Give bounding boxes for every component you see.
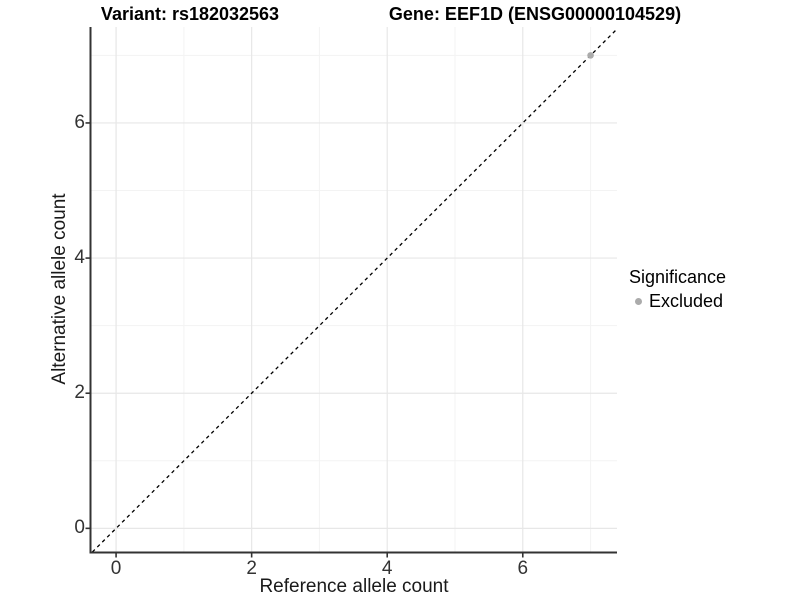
y-tick-label-2: 2 <box>74 382 85 404</box>
x-tick-label-2: 2 <box>246 558 257 579</box>
data-point-excluded <box>587 52 594 59</box>
legend-entry-excluded: Excluded <box>629 291 726 312</box>
identity-dashed-line <box>91 28 617 552</box>
y-tick-label-4: 4 <box>74 247 85 269</box>
x-tick-label-6: 6 <box>517 558 529 579</box>
plot-title-gene: Gene: EEF1D (ENSG00000104529) <box>388 4 682 24</box>
legend: Significance Excluded <box>629 267 726 312</box>
y-tick-label-0: 0 <box>74 517 85 539</box>
y-tick-label-6: 6 <box>74 111 85 133</box>
plot-title-variant: Variant: rs182032563 <box>100 4 280 24</box>
x-tick-label-4: 4 <box>381 558 393 579</box>
legend-title: Significance <box>629 267 727 287</box>
y-axis-title: Alternative allele count <box>49 193 70 385</box>
x-axis-title: Reference allele count <box>259 576 449 597</box>
legend-key <box>629 293 647 311</box>
legend-entry-label: Excluded <box>649 291 724 311</box>
excluded-point-icon <box>634 298 642 305</box>
x-tick-label-0: 0 <box>110 558 122 579</box>
